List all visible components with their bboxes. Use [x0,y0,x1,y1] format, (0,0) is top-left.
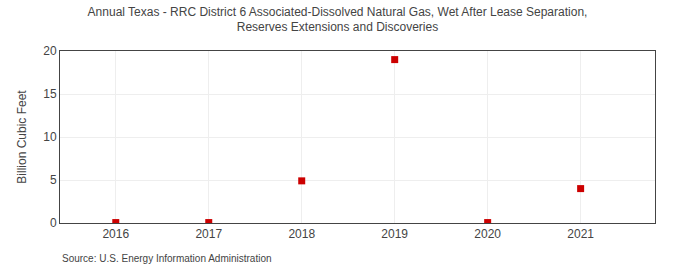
svg-text:2021: 2021 [567,227,594,241]
svg-text:2019: 2019 [381,227,408,241]
svg-text:2017: 2017 [195,227,222,241]
svg-text:Billion Cubic Feet: Billion Cubic Feet [15,90,29,184]
svg-text:Annual Texas - RRC District 6: Annual Texas - RRC District 6 Associated… [88,5,588,35]
svg-text:2018: 2018 [288,227,315,241]
svg-text:2016: 2016 [102,227,129,241]
svg-text:0: 0 [50,216,57,230]
svg-text:Source: U.S. Energy Informatio: Source: U.S. Energy Information Administ… [62,253,272,264]
svg-text:5: 5 [50,173,57,187]
svg-text:10: 10 [43,130,57,144]
svg-text:20: 20 [43,44,57,58]
svg-text:15: 15 [43,87,57,101]
svg-text:2020: 2020 [474,227,501,241]
